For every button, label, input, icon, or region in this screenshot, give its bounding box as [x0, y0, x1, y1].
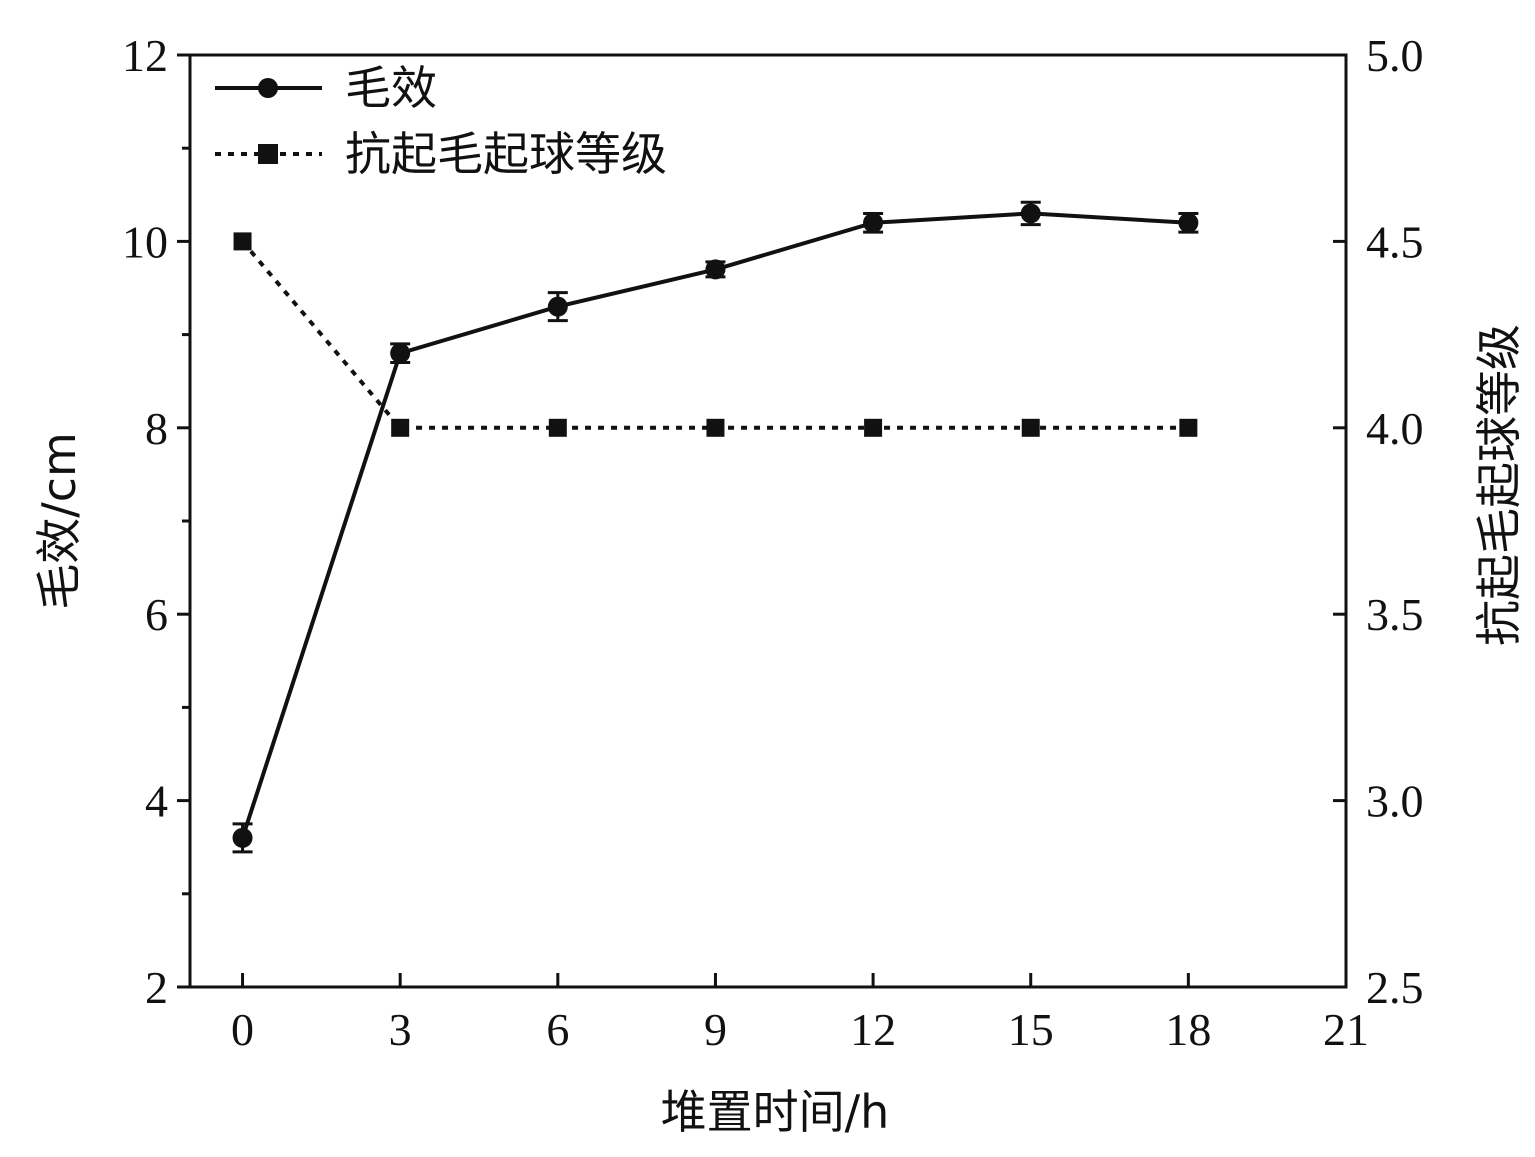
legend-label-2: 抗起毛起球等级	[345, 127, 667, 181]
y2-tick-label-3: 4.0	[1366, 403, 1424, 454]
x-tick-label-5: 15	[1008, 1004, 1054, 1055]
y2-tick-label-4: 4.5	[1366, 216, 1424, 267]
y-tick-label-2: 6	[145, 589, 168, 640]
point-0-6	[1178, 212, 1199, 233]
point-0-2	[547, 296, 568, 317]
error-bars	[232, 200, 1199, 854]
legend-marker-1	[258, 78, 278, 98]
x-axis-title: 堆置时间/h	[661, 1085, 890, 1139]
y-tick-label-3: 8	[145, 403, 168, 454]
y2-axis-title: 抗起毛起球等级	[1472, 324, 1526, 646]
point-1-0	[233, 232, 252, 251]
x-tick-label-6: 18	[1165, 1004, 1211, 1055]
point-0-3	[705, 259, 726, 280]
x-tick-label-4: 12	[850, 1004, 896, 1055]
data-markers	[232, 203, 1199, 848]
legend-label-1: 毛效	[345, 61, 437, 115]
x-tick-label-7: 21	[1323, 1004, 1369, 1055]
point-1-2	[548, 418, 567, 437]
point-1-1	[391, 418, 410, 437]
plot-frame	[188, 53, 1348, 989]
y-tick-label-4: 10	[122, 216, 168, 267]
point-1-6	[1179, 418, 1198, 437]
y-tick-label-0: 2	[145, 962, 168, 1013]
y2-tick-label-5: 5.0	[1366, 30, 1424, 81]
y-tick-label-1: 4	[145, 776, 168, 827]
axis-ticks	[177, 53, 1348, 989]
point-0-1	[390, 343, 411, 364]
y2-tick-label-2: 3.5	[1366, 589, 1424, 640]
y2-tick-label-1: 3.0	[1366, 776, 1424, 827]
point-1-4	[864, 418, 883, 437]
point-1-5	[1021, 418, 1040, 437]
point-1-3	[706, 418, 725, 437]
y-axis-title: 毛效/cm	[32, 432, 86, 610]
series-line-0	[240, 211, 1189, 839]
x-tick-label-3: 9	[704, 1004, 727, 1055]
y2-tick-label-0: 2.5	[1366, 962, 1424, 1013]
series-lines	[240, 211, 1189, 839]
x-tick-label-2: 6	[546, 1004, 569, 1055]
legend: 毛效 抗起毛起球等级	[215, 61, 667, 181]
point-0-5	[1020, 203, 1041, 224]
point-0-0	[232, 827, 253, 848]
legend-marker-2	[258, 144, 278, 164]
x-tick-label-1: 3	[389, 1004, 412, 1055]
y-tick-label-5: 12	[122, 30, 168, 81]
point-0-4	[863, 212, 884, 233]
x-tick-label-0: 0	[231, 1004, 254, 1055]
